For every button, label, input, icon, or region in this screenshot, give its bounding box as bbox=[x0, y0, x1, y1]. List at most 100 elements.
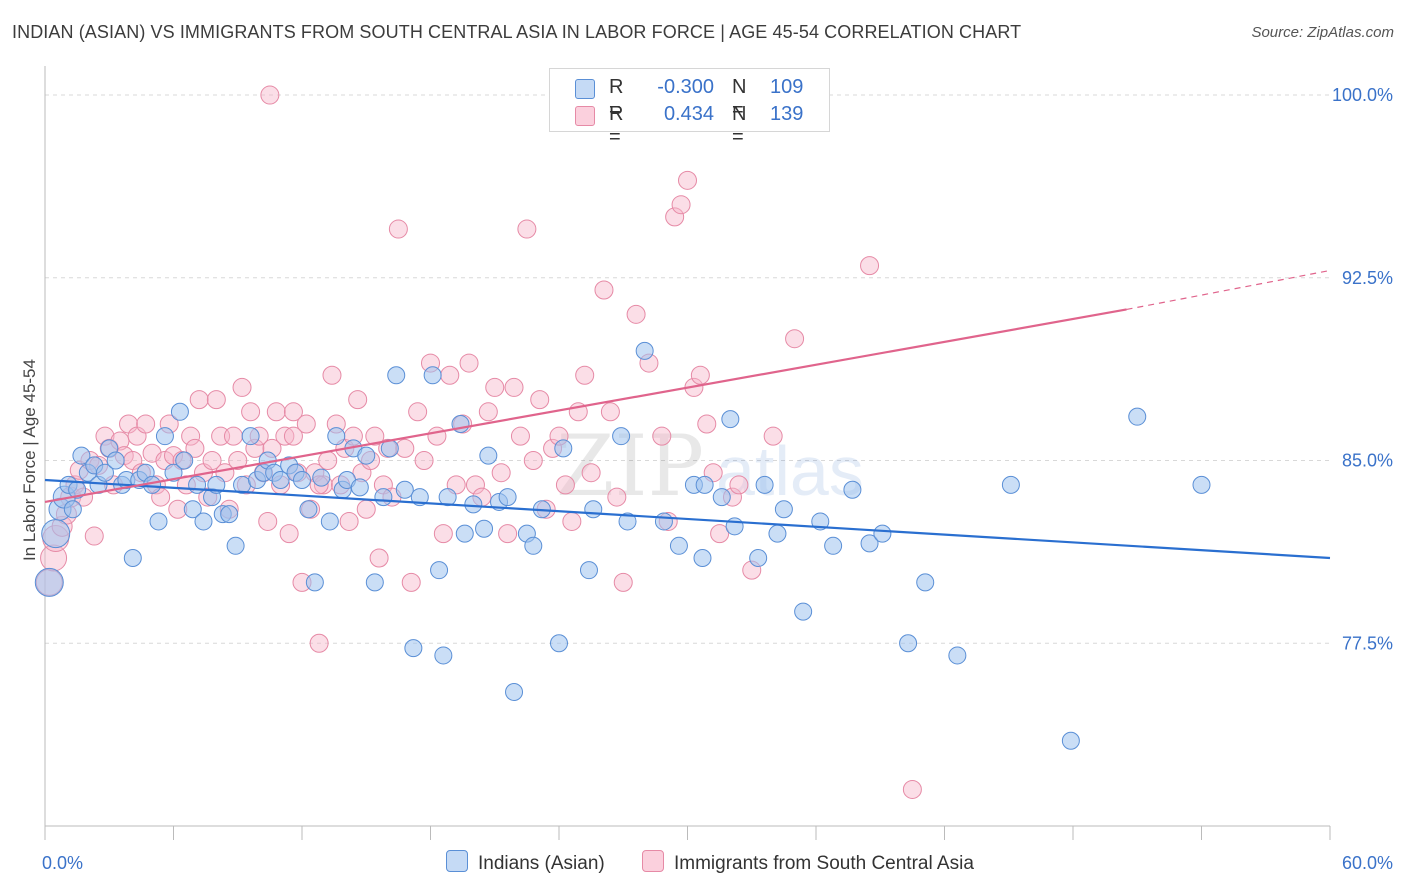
data-point-immigrants bbox=[504, 377, 524, 397]
data-point-immigrants bbox=[665, 207, 685, 227]
data-point-indians bbox=[271, 471, 290, 490]
x-tick-label: 60.0% bbox=[1342, 853, 1393, 873]
data-point-indians bbox=[873, 524, 892, 543]
data-point-indians bbox=[1061, 731, 1080, 750]
data-point-indians bbox=[320, 512, 339, 531]
data-point-indians bbox=[768, 524, 787, 543]
data-point-immigrants bbox=[485, 377, 505, 397]
data-point-immigrants bbox=[202, 451, 222, 471]
data-point-immigrants bbox=[465, 475, 485, 495]
data-point-immigrants bbox=[189, 390, 209, 410]
legend-swatch-blue bbox=[446, 850, 468, 872]
data-point-indians bbox=[41, 519, 71, 549]
data-point-indians bbox=[505, 682, 524, 701]
data-point-immigrants bbox=[401, 572, 421, 592]
data-point-indians bbox=[774, 500, 793, 519]
data-point-indians bbox=[350, 478, 369, 497]
data-point-immigrants bbox=[232, 377, 252, 397]
data-point-indians bbox=[579, 561, 598, 580]
data-point-immigrants bbox=[562, 511, 582, 531]
data-point-indians bbox=[220, 505, 239, 524]
data-point-indians bbox=[410, 488, 429, 507]
legend-item-indians: Indians (Asian) bbox=[446, 850, 605, 875]
data-point-immigrants bbox=[356, 499, 376, 519]
data-point-indians bbox=[916, 573, 935, 592]
data-point-immigrants bbox=[279, 524, 299, 544]
axes bbox=[44, 66, 1331, 840]
watermark-zip: ZIP bbox=[556, 417, 704, 515]
chart-title: INDIAN (ASIAN) VS IMMIGRANTS FROM SOUTH … bbox=[12, 22, 1022, 42]
data-point-immigrants bbox=[283, 426, 303, 446]
data-point-immigrants bbox=[478, 402, 498, 422]
data-point-indians bbox=[1001, 475, 1020, 494]
data-point-indians bbox=[464, 495, 483, 514]
data-point-indians bbox=[455, 524, 474, 543]
data-point-immigrants bbox=[260, 85, 280, 105]
data-point-immigrants bbox=[671, 195, 691, 215]
data-point-immigrants bbox=[710, 524, 730, 544]
data-point-immigrants bbox=[555, 475, 575, 495]
data-point-indians bbox=[524, 536, 543, 555]
series-indians-points bbox=[34, 341, 1211, 750]
data-point-indians bbox=[899, 634, 918, 653]
data-point-immigrants bbox=[348, 390, 368, 410]
data-point-immigrants bbox=[388, 219, 408, 239]
data-point-indians bbox=[794, 602, 813, 621]
data-point-indians bbox=[948, 646, 967, 665]
data-point-indians bbox=[749, 548, 768, 567]
data-point-immigrants bbox=[575, 365, 595, 385]
data-point-indians bbox=[305, 573, 324, 592]
data-point-immigrants bbox=[523, 451, 543, 471]
data-point-immigrants bbox=[408, 402, 428, 422]
data-point-immigrants bbox=[626, 304, 646, 324]
source-credit: Source: ZipAtlas.com bbox=[1251, 24, 1394, 41]
data-point-immigrants bbox=[459, 353, 479, 373]
data-point-indians bbox=[155, 427, 174, 446]
data-point-indians bbox=[312, 468, 331, 487]
data-point-immigrants bbox=[729, 475, 749, 495]
legend-swatch-pink bbox=[575, 106, 595, 126]
data-point-immigrants bbox=[84, 526, 104, 546]
data-point-immigrants bbox=[223, 426, 243, 446]
data-point-immigrants bbox=[322, 365, 342, 385]
data-point-immigrants bbox=[206, 390, 226, 410]
data-point-indians bbox=[365, 573, 384, 592]
data-point-immigrants bbox=[517, 219, 537, 239]
legend-r-value: 0.434 bbox=[663, 103, 714, 125]
watermark: ZIP atlas bbox=[556, 417, 864, 515]
data-point-indians bbox=[106, 451, 125, 470]
data-point-immigrants bbox=[136, 414, 156, 434]
y-tick-label: 85.0% bbox=[1342, 451, 1393, 471]
data-point-immigrants bbox=[581, 463, 601, 483]
data-point-immigrants bbox=[258, 511, 278, 531]
data-point-indians bbox=[226, 536, 245, 555]
data-point-indians bbox=[434, 646, 453, 665]
data-point-indians bbox=[299, 500, 318, 519]
y-axis-label: In Labor Force | Age 45-54 bbox=[20, 359, 39, 561]
data-point-indians bbox=[327, 427, 346, 446]
data-point-indians bbox=[725, 517, 744, 536]
data-point-immigrants bbox=[491, 463, 511, 483]
data-point-immigrants bbox=[678, 170, 697, 190]
data-point-indians bbox=[63, 500, 82, 519]
data-point-immigrants bbox=[510, 426, 530, 446]
data-point-indians bbox=[357, 446, 376, 465]
data-point-indians bbox=[72, 446, 91, 465]
data-point-immigrants bbox=[365, 426, 385, 446]
data-point-indians bbox=[843, 480, 862, 499]
trend-line-immigrants-extension bbox=[1126, 269, 1331, 311]
data-point-immigrants bbox=[185, 438, 205, 458]
data-point-indians bbox=[721, 410, 740, 429]
legend-n-value: 109 bbox=[770, 76, 804, 98]
data-point-immigrants bbox=[283, 402, 303, 422]
data-point-indians bbox=[423, 366, 442, 385]
data-point-immigrants bbox=[690, 365, 710, 385]
data-point-indians bbox=[811, 512, 830, 531]
watermark-atlas: atlas bbox=[716, 432, 864, 510]
legend-r-label: R = bbox=[609, 76, 624, 121]
data-point-immigrants bbox=[181, 426, 201, 446]
data-point-indians bbox=[387, 366, 406, 385]
data-point-immigrants bbox=[414, 451, 434, 471]
data-point-indians bbox=[618, 512, 637, 531]
